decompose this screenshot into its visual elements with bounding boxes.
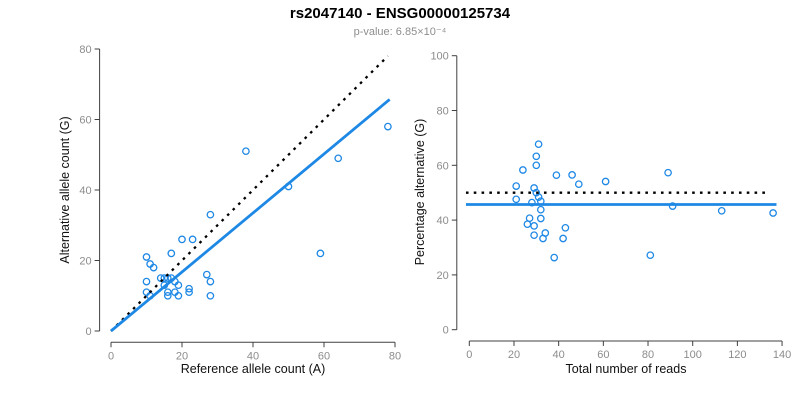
data-point	[206, 210, 215, 219]
data-point	[532, 152, 541, 161]
data-point	[185, 284, 193, 293]
data-point	[334, 154, 343, 163]
right-yaxis-title: Percentage alternative (G)	[413, 118, 427, 266]
data-point	[523, 220, 532, 229]
data-point	[601, 177, 610, 186]
y-tick-label: 20	[79, 256, 91, 268]
x-tick-label: 40	[247, 350, 259, 362]
data-point	[664, 168, 672, 177]
data-point	[188, 235, 197, 244]
data-point	[163, 288, 172, 297]
x-tick-label: 60	[318, 350, 330, 362]
data-point	[242, 147, 250, 156]
chart-title: rs2047140 - ENSG00000125734	[289, 5, 511, 22]
data-point	[717, 206, 726, 215]
left-yaxis-title: Alternative allele count (G)	[58, 116, 72, 264]
data-point	[568, 171, 576, 179]
data-point	[206, 291, 215, 300]
right-xaxis-title: Total number of reads	[565, 362, 687, 376]
data-point	[530, 184, 538, 192]
data-point	[561, 223, 570, 232]
data-point	[646, 251, 655, 260]
y-tick-label: 40	[437, 215, 449, 227]
data-point	[552, 171, 561, 180]
data-point	[769, 209, 777, 217]
y-tick-label: 0	[443, 325, 449, 337]
x-tick-label: 60	[597, 349, 609, 361]
data-point	[316, 249, 325, 258]
data-point	[559, 234, 567, 243]
data-point	[532, 161, 541, 170]
data-point	[206, 277, 215, 286]
data-point	[512, 182, 521, 190]
data-point	[174, 281, 183, 290]
right-scatter-panel: 0 20 40 60 80 100 0 20 40 60 80 100 120 140	[430, 51, 791, 361]
y-tick-label: 0	[85, 326, 91, 338]
data-point	[534, 193, 543, 201]
data-point	[142, 253, 151, 261]
y-tick-label: 40	[79, 185, 91, 197]
data-point	[384, 122, 392, 131]
x-tick-label: 40	[553, 349, 565, 361]
data-point	[536, 214, 545, 223]
y-tick-label: 80	[79, 44, 91, 56]
x-tick-label: 80	[389, 350, 401, 362]
data-point	[178, 235, 186, 244]
data-point	[539, 234, 547, 243]
data-point	[149, 263, 158, 272]
x-tick-label: 100	[684, 349, 702, 361]
y-tick-label: 60	[79, 115, 91, 127]
data-point	[174, 291, 183, 300]
chart-subtitle: p-value: 6.85×10⁻⁴	[353, 26, 447, 38]
data-point	[532, 188, 541, 197]
data-point	[668, 202, 677, 210]
x-tick-label: 120	[728, 349, 746, 361]
y-tick-label: 20	[437, 270, 449, 282]
y-tick-label: 60	[437, 160, 449, 172]
x-tick-label: 80	[642, 349, 654, 361]
data-point	[185, 288, 193, 297]
data-point	[163, 291, 172, 300]
y-tick-label: 100	[430, 51, 448, 63]
data-point	[530, 222, 538, 230]
x-tick-label: 20	[176, 350, 188, 362]
data-point	[202, 270, 211, 279]
left-xaxis-title: Reference allele count (A)	[180, 362, 326, 376]
data-point	[550, 253, 559, 262]
y-tick-label: 80	[437, 106, 449, 118]
data-point	[519, 166, 527, 174]
x-tick-label: 0	[466, 349, 472, 361]
data-point	[534, 140, 543, 149]
data-point	[142, 277, 151, 286]
x-tick-label: 20	[508, 349, 520, 361]
data-point	[574, 180, 583, 189]
data-point	[536, 205, 545, 214]
data-point	[530, 231, 538, 240]
data-point	[167, 249, 176, 258]
x-tick-label: 140	[773, 349, 791, 361]
fit-line	[110, 98, 391, 333]
left-scatter-panel: 0 20 40 60 80 0 20 40 60 80	[79, 44, 401, 362]
data-point	[512, 195, 521, 204]
x-tick-label: 0	[108, 350, 114, 362]
reference-dotted-line	[110, 55, 389, 332]
